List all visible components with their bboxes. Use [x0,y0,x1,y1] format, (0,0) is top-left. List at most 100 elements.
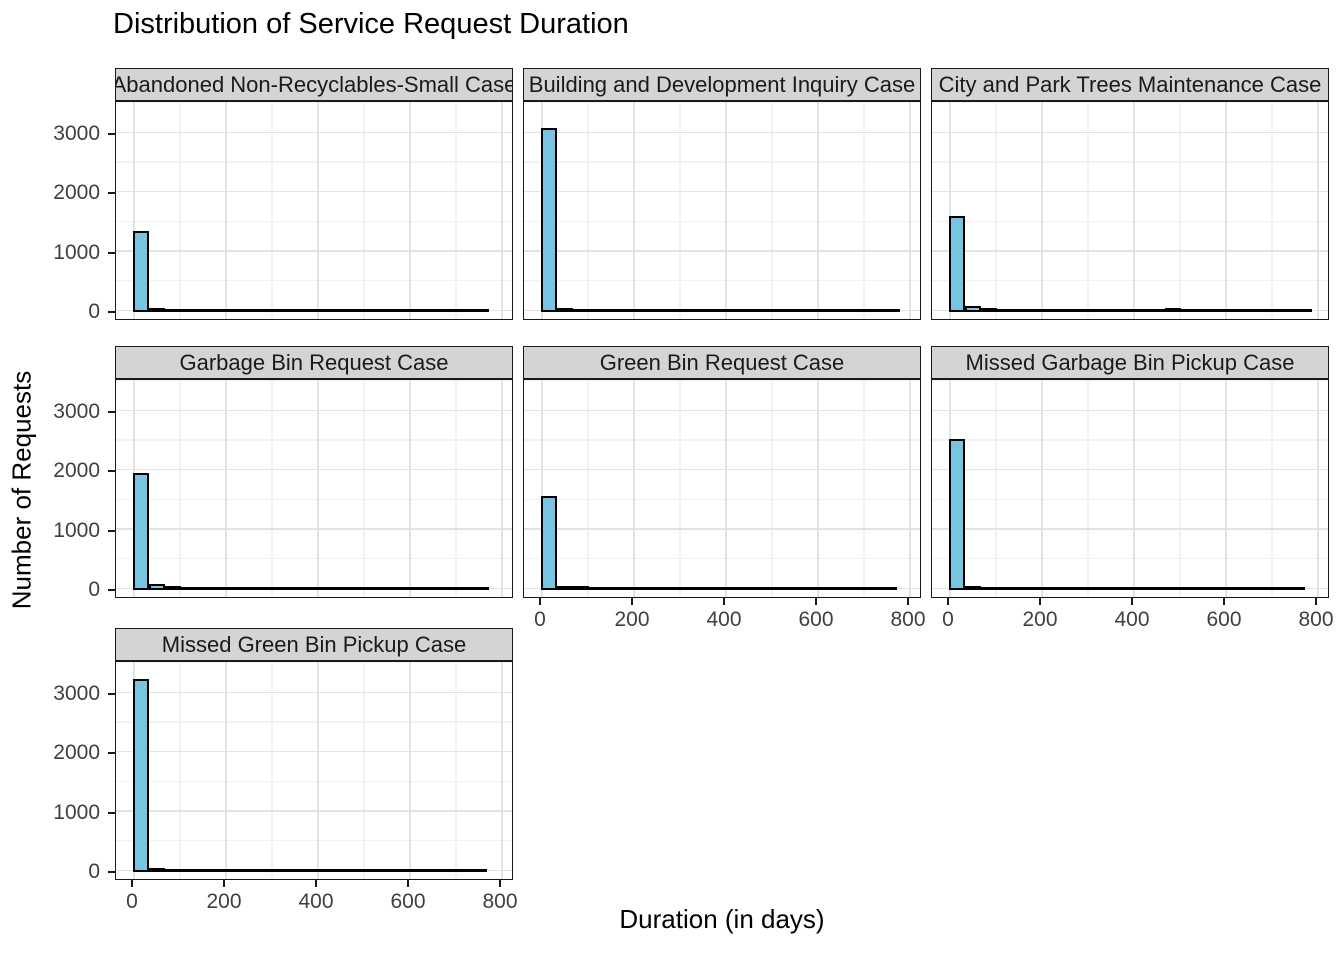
gridline-minor-x [455,102,457,319]
y-tick-label: 2000 [53,181,100,205]
facet-panel [523,101,921,320]
gridline-major-y [524,131,920,134]
facet-strip-label: Garbage Bin Request Case [179,349,449,375]
gridline-major-x [725,380,727,597]
gridline-major-x [909,380,911,597]
facet-strip-label: Abandoned Non-Recyclables-Small Case [115,71,513,97]
gridline-major-x [501,102,503,319]
gridline-major-y [116,250,512,252]
y-tick-label: 0 [88,300,100,323]
gridline-minor-x [455,380,457,597]
y-tick-label: 1000 [53,518,100,542]
gridline-minor-x [1087,102,1089,319]
gridline-minor-x [679,380,681,597]
histogram-tail [573,309,900,312]
gridline-minor-x [271,102,273,319]
x-tick-label: 0 [942,608,954,631]
gridline-major-y [932,409,1328,412]
x-tick-label: 800 [890,608,926,631]
gridline-major-y [116,190,512,193]
gridline-minor-y [932,161,1328,163]
gridline-major-x [225,380,227,597]
gridline-major-x [409,380,411,597]
x-tick-mark [815,598,817,605]
gridline-major-y [116,409,512,412]
gridline-minor-y [932,380,1328,382]
gridline-minor-x [179,102,181,319]
gridline-minor-y [116,380,512,382]
histogram-bar [949,215,966,312]
gridline-minor-y [116,839,512,842]
facet-panel [931,379,1329,598]
x-tick-label: 200 [206,890,242,913]
gridline-minor-x [363,380,365,597]
gridline-major-x [317,380,319,597]
gridline-major-x [1041,102,1043,319]
gridline-minor-x [771,380,773,597]
facet-strip-label: City and Park Trees Maintenance Case [938,71,1322,97]
x-tick-mark [131,880,133,887]
gridline-minor-x [271,380,273,597]
gridline-major-x [225,662,227,879]
gridline-minor-x [363,102,365,319]
gridline-minor-x [1271,102,1273,319]
gridline-minor-y [116,102,512,104]
x-tick-label: 400 [1114,608,1150,631]
histogram-bar [557,308,574,312]
gridline-minor-x [455,662,457,879]
x-tick-mark [407,880,409,887]
histogram-bar [149,308,166,312]
facet-panel [523,379,921,598]
gridline-major-y [116,528,512,530]
gridline-major-y [932,468,1328,471]
histogram-tail [165,309,490,312]
gridline-major-x [725,102,727,319]
y-tick-label: 3000 [53,682,100,706]
y-tick-mark [108,589,115,591]
histogram-tail [181,587,490,590]
facet-panel [115,101,513,320]
histogram-bar [133,472,150,590]
gridline-major-y [932,250,1328,252]
y-tick-label: 2000 [53,459,100,483]
gridline-minor-x [771,102,773,319]
gridline-minor-x [1271,380,1273,597]
gridline-major-x [409,102,411,319]
histogram-tail [997,309,1313,312]
x-tick-mark [1223,598,1225,605]
facet-strip: Building and Development Inquiry Case [523,68,921,101]
facet-strip-label: Green Bin Request Case [599,349,845,375]
gridline-minor-y [116,557,512,560]
x-tick-label: 400 [706,608,742,631]
histogram-bar [1165,308,1182,312]
gridline-major-y [116,691,512,694]
x-tick-mark [1039,598,1041,605]
gridline-minor-y [524,102,920,104]
gridline-major-y [932,190,1328,193]
x-tick-label: 600 [798,608,834,631]
facet-panel [115,379,513,598]
gridline-minor-x [995,102,997,319]
x-tick-label: 800 [1298,608,1334,631]
gridline-major-x [817,102,819,319]
gridline-major-y [524,190,920,193]
gridline-major-x [633,102,635,319]
y-tick-mark [108,311,115,313]
gridline-minor-y [116,662,512,664]
facet-strip: Green Bin Request Case [523,346,921,379]
y-tick-label: 0 [88,578,100,601]
x-tick-mark [1315,598,1317,605]
y-tick-label: 1000 [53,240,100,264]
y-tick-mark [108,871,115,873]
facet-panel [931,101,1329,320]
y-tick-label: 2000 [53,741,100,765]
x-tick-label: 400 [298,890,334,913]
x-tick-mark [723,598,725,605]
x-tick-label: 600 [1206,608,1242,631]
y-tick-mark [108,411,115,414]
gridline-major-y [116,131,512,134]
histogram-bar [541,128,558,312]
y-tick-mark [108,133,115,136]
y-tick-label: 1000 [53,800,100,824]
gridline-major-x [1041,380,1043,597]
